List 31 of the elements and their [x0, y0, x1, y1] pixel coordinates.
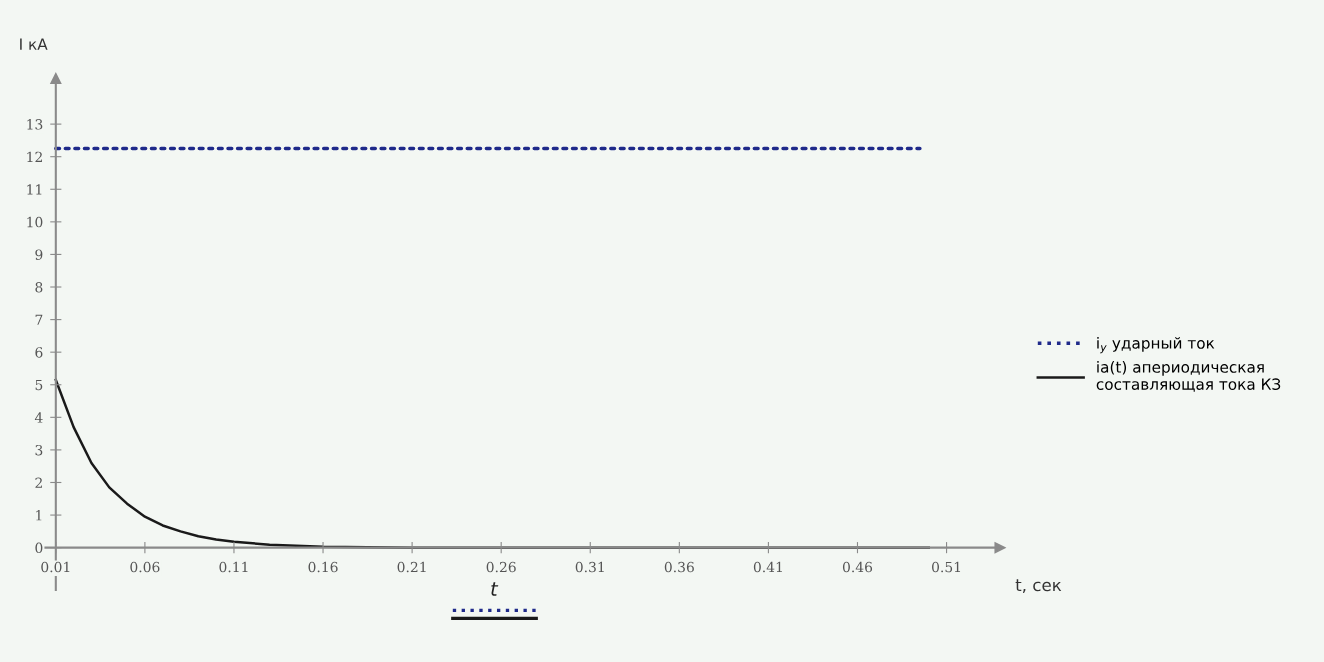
line-series	[54, 378, 930, 549]
y-tick-label: 9	[35, 249, 43, 260]
x-tick-label: 0.31	[575, 561, 604, 573]
legend-label: ia(t) апериодическая составляющая тока КЗ	[1096, 360, 1281, 392]
x-tick-label: 0.36	[664, 561, 694, 573]
y-tick-label: 4	[34, 412, 43, 423]
x-tick-label: 0.16	[308, 561, 338, 573]
y-tick-label: 13	[27, 119, 43, 130]
annotation: t	[491, 582, 499, 596]
y-tick-label: 2	[35, 477, 42, 488]
x-tick-label: 0.41	[753, 561, 782, 573]
y-tick-label: 7	[35, 314, 43, 325]
x-tick-label: 0.06	[130, 561, 160, 573]
y-tick-label: 0	[35, 542, 43, 554]
y-tick-label: 12	[27, 151, 42, 162]
y-tick-label: 3	[35, 444, 43, 456]
y-tick-label: 6	[35, 347, 43, 358]
x-tick-label: 0.46	[842, 561, 873, 573]
x-tick-label: 0.51	[932, 561, 961, 573]
y-tick-label: 11	[27, 184, 42, 195]
x-axis-title: t, сек	[1015, 579, 1062, 593]
y-tick-label: 10	[27, 216, 43, 228]
x-tick-label: 0.21	[397, 561, 426, 573]
legend-label: i$_{y}$ ударный ток	[1097, 337, 1215, 354]
y-tick-label: 1	[36, 510, 42, 521]
x-tick-label: 0.01	[41, 561, 70, 573]
x-tick-label: 0.26	[486, 561, 516, 573]
y-axis-title: I кА	[20, 38, 48, 50]
y-tick-label: 5	[35, 379, 43, 391]
y-tick-label: 8	[35, 281, 43, 293]
x-tick-label: 0.11	[219, 561, 248, 573]
